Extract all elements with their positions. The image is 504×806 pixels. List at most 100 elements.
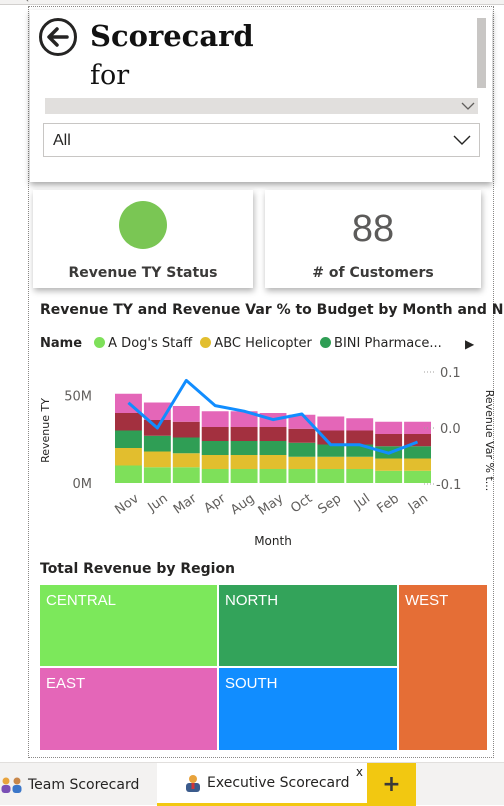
bar-segment[interactable] — [143, 467, 171, 483]
legend-dot — [320, 337, 332, 348]
chart-title: Revenue TY and Revenue Var % to Budget b… — [40, 302, 504, 318]
legend-item[interactable]: BINI Pharmace... — [320, 336, 442, 351]
bar-segment[interactable] — [201, 455, 229, 469]
bar-segment[interactable] — [375, 421, 403, 434]
bar-segment[interactable] — [404, 421, 431, 434]
bar-segment[interactable] — [172, 437, 200, 454]
legend-item[interactable]: A Dog's Staff — [94, 336, 192, 351]
bar-segment[interactable] — [230, 469, 258, 483]
tab-team-scorecard[interactable]: Team Scorecard — [0, 763, 139, 806]
ribbon-item-insert[interactable]: Insert — [190, 0, 219, 3]
x-tick-label: Jun — [145, 491, 171, 516]
treemap-cell-label: CENTRAL — [46, 592, 117, 609]
ribbon-item-sensitivity[interactable]: Sensiti — [462, 0, 496, 3]
bar-segment[interactable] — [143, 451, 171, 468]
bar-segment[interactable] — [375, 434, 403, 447]
bar-segment[interactable] — [404, 446, 431, 459]
bar-segment[interactable] — [259, 441, 287, 455]
legend-item[interactable]: ABC Helicopter — [200, 336, 312, 351]
bar-segment[interactable] — [201, 427, 229, 441]
y2-tick-label: 0.0 — [440, 422, 461, 437]
bar-segment[interactable] — [404, 470, 431, 483]
bar-segment[interactable] — [259, 427, 287, 441]
bar-segment[interactable] — [230, 455, 258, 469]
legend-label: BINI Pharmace... — [334, 336, 442, 351]
customers-card-label: # of Customers — [312, 265, 434, 281]
bar-segment[interactable] — [201, 441, 229, 455]
bar-segment[interactable] — [375, 470, 403, 483]
y-axis-label: Revenue TY — [39, 398, 52, 463]
ribbon-item-calculations[interactable]: Calculations — [338, 0, 399, 3]
bar-segment[interactable] — [115, 413, 142, 431]
title-scrollbar[interactable] — [477, 18, 486, 88]
legend-next-arrow-icon[interactable]: ▶ — [465, 337, 475, 351]
bar-segment[interactable] — [346, 456, 374, 469]
legend-title: Name — [40, 336, 83, 351]
customers-card[interactable]: 88 # of Customers — [265, 190, 481, 288]
customers-count: 88 — [351, 208, 395, 250]
bar-segment[interactable] — [259, 469, 287, 483]
x-tick-label: Feb — [375, 491, 402, 516]
bar-segment[interactable] — [317, 469, 345, 483]
bar-segment[interactable] — [288, 442, 316, 457]
bar-segment[interactable] — [317, 444, 345, 457]
bar-segment[interactable] — [288, 428, 316, 443]
legend-label: ABC Helicopter — [214, 336, 312, 351]
bar-segment[interactable] — [375, 458, 403, 471]
x-tick-label: Nov — [112, 491, 142, 518]
people-icon — [1, 777, 22, 793]
bar-segment[interactable] — [230, 411, 258, 427]
add-page-button[interactable]: + — [367, 763, 416, 806]
bar-segment[interactable] — [346, 430, 374, 445]
bar-segment[interactable] — [346, 469, 374, 483]
treemap-cell-west[interactable]: WEST — [399, 585, 487, 750]
x-tick-label: Apr — [201, 491, 229, 517]
status-card-label: Revenue TY Status — [68, 265, 218, 281]
bar-segment[interactable] — [317, 430, 345, 445]
treemap-cell-label: NORTH — [225, 592, 279, 609]
chart-legend: Name A Dog's Staff ABC Helicopter BINI P… — [40, 336, 446, 351]
bar-segment[interactable] — [230, 441, 258, 455]
bar-segment[interactable] — [230, 427, 258, 441]
close-icon[interactable]: x — [355, 765, 363, 779]
page-title: Scorecard — [90, 19, 254, 53]
treemap-title: Total Revenue by Region — [40, 561, 236, 577]
bar-segment[interactable] — [288, 414, 316, 429]
bar-segment[interactable] — [172, 421, 200, 438]
y2-tick-label: -0.1 — [436, 478, 461, 493]
bar-segment[interactable] — [259, 455, 287, 469]
ribbon-item-queries[interactable]: Queries — [22, 0, 61, 3]
treemap-cell-central[interactable]: CENTRAL — [40, 585, 217, 666]
plus-icon: + — [382, 772, 401, 797]
x-tick-label: Jan — [405, 491, 431, 515]
back-button[interactable] — [39, 18, 77, 56]
x-tick-label: May — [256, 491, 287, 519]
bar-segment[interactable] — [288, 469, 316, 483]
bar-segment[interactable] — [404, 458, 431, 471]
bar-segment[interactable] — [201, 469, 229, 483]
tab-label: Executive Scorecard — [207, 775, 350, 791]
combo-chart[interactable]: Revenue TY Revenue Var % t... 50M 0M 0.1… — [34, 358, 494, 550]
bar-segment[interactable] — [172, 406, 200, 422]
revenue-status-card[interactable]: Revenue TY Status — [33, 190, 253, 288]
bar-segment[interactable] — [143, 435, 171, 452]
bar-segment[interactable] — [346, 418, 374, 431]
bar-segment[interactable] — [172, 467, 200, 483]
bar-segment[interactable] — [317, 416, 345, 431]
region-slicer-dropdown[interactable]: All — [43, 123, 480, 157]
executive-icon — [186, 775, 200, 792]
bar-segment[interactable] — [115, 430, 142, 449]
bar-segment[interactable] — [115, 465, 142, 484]
bar-segment[interactable] — [172, 453, 200, 468]
bar-segment[interactable] — [201, 411, 229, 427]
x-tick-label: Aug — [228, 491, 257, 518]
bar-segment[interactable] — [115, 448, 142, 466]
treemap-cell-south[interactable]: SOUTH — [219, 668, 397, 750]
bar-segment[interactable] — [317, 456, 345, 469]
x-tick-label: Sep — [315, 491, 344, 517]
tab-executive-scorecard[interactable]: Executive Scorecard x — [157, 763, 367, 806]
top-slicer-dropdown[interactable] — [45, 98, 478, 114]
bar-segment[interactable] — [288, 456, 316, 469]
treemap-cell-north[interactable]: NORTH — [219, 585, 397, 666]
treemap-cell-east[interactable]: EAST — [40, 668, 217, 750]
